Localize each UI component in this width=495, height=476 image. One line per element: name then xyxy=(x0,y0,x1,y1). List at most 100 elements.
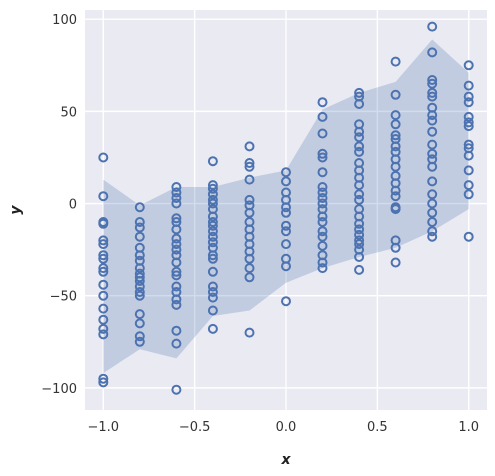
data-point-4-0 xyxy=(244,141,255,152)
x-tick-label-0: −1.0 xyxy=(87,420,119,435)
data-point-0-14 xyxy=(98,323,109,334)
data-point-3-14 xyxy=(207,250,218,261)
data-point-6-4 xyxy=(317,152,328,163)
data-point-4-3 xyxy=(244,174,255,185)
data-point-8-1 xyxy=(390,89,401,100)
data-point-7-7 xyxy=(354,146,365,157)
data-point-9-14 xyxy=(427,176,438,187)
data-point-6-6 xyxy=(317,182,328,192)
data-point-7-16 xyxy=(354,218,365,229)
data-point-7-20 xyxy=(354,239,365,250)
data-point-7-6 xyxy=(354,141,365,152)
data-point-10-7 xyxy=(463,139,474,150)
data-point-1-15 xyxy=(134,318,145,329)
data-point-9-17 xyxy=(427,207,438,218)
data-point-10-6 xyxy=(463,121,474,132)
data-point-3-3 xyxy=(207,189,218,200)
data-point-9-16 xyxy=(427,198,438,209)
data-point-0-15 xyxy=(98,329,109,340)
data-point-3-4 xyxy=(207,194,218,205)
data-point-5-4 xyxy=(281,202,291,213)
data-point-10-10 xyxy=(463,165,474,176)
data-point-9-19 xyxy=(427,226,438,237)
data-point-6-3 xyxy=(317,148,328,159)
data-point-1-10 xyxy=(134,276,145,286)
data-point-9-1 xyxy=(427,47,438,58)
y-tick-label-2: 0 xyxy=(69,198,77,213)
data-point-0-16 xyxy=(98,373,109,384)
data-point-9-15 xyxy=(427,189,438,200)
data-point-6-15 xyxy=(317,240,328,251)
data-point-0-1 xyxy=(98,191,109,202)
data-point-3-15 xyxy=(207,253,218,264)
data-point-9-13 xyxy=(427,161,438,172)
data-point-8-6 xyxy=(390,141,401,152)
data-point-3-20 xyxy=(207,305,218,316)
data-point-3-0 xyxy=(207,156,218,167)
data-point-10-9 xyxy=(463,150,474,161)
data-point-0-12 xyxy=(98,303,109,314)
data-point-10-1 xyxy=(463,80,474,91)
data-point-0-6 xyxy=(98,250,109,261)
data-point-5-6 xyxy=(281,220,291,231)
data-point-7-19 xyxy=(354,235,365,246)
x-tick-label-4: 1.0 xyxy=(458,420,479,435)
data-point-2-11 xyxy=(171,257,182,268)
data-point-7-2 xyxy=(354,99,365,109)
data-point-0-5 xyxy=(98,239,109,250)
data-point-0-8 xyxy=(98,263,109,274)
data-point-8-13 xyxy=(390,191,401,202)
data-point-3-21 xyxy=(207,323,218,334)
data-point-10-12 xyxy=(463,189,474,200)
data-point-0-17 xyxy=(98,377,109,388)
data-point-6-5 xyxy=(317,167,328,178)
data-point-4-6 xyxy=(244,207,255,218)
data-point-10-5 xyxy=(463,117,474,128)
data-point-2-17 xyxy=(171,299,182,310)
data-point-0-7 xyxy=(98,253,109,264)
data-point-2-3 xyxy=(171,198,182,209)
data-point-3-18 xyxy=(207,287,218,297)
data-point-8-0 xyxy=(390,56,401,67)
data-point-1-12 xyxy=(134,287,145,297)
data-point-2-2 xyxy=(171,193,182,203)
data-point-8-4 xyxy=(390,130,401,141)
x-tick-label-2: 0.0 xyxy=(276,420,297,435)
data-point-1-11 xyxy=(134,281,145,292)
data-point-5-11 xyxy=(281,296,291,307)
data-point-10-3 xyxy=(463,97,474,108)
data-point-6-14 xyxy=(317,231,328,242)
data-point-3-17 xyxy=(207,281,218,292)
data-point-1-5 xyxy=(134,250,145,261)
data-point-1-1 xyxy=(134,217,145,227)
data-point-2-20 xyxy=(171,384,182,395)
data-point-8-3 xyxy=(390,119,401,130)
x-axis-ticks: −1.0 −0.5 0.0 0.5 1.0 xyxy=(87,420,479,435)
data-point-9-11 xyxy=(427,148,438,159)
data-point-3-10 xyxy=(207,226,218,237)
y-tick-label-3: 50 xyxy=(60,105,77,120)
data-point-9-4 xyxy=(427,87,438,98)
data-point-1-16 xyxy=(134,331,145,342)
data-point-7-23 xyxy=(354,264,365,275)
data-point-0-3 xyxy=(98,218,109,229)
data-point-10-4 xyxy=(463,111,474,122)
data-point-0-9 xyxy=(98,266,109,277)
data-point-3-5 xyxy=(207,198,218,209)
data-point-2-14 xyxy=(171,281,182,292)
data-point-0-11 xyxy=(98,290,109,301)
data-point-6-17 xyxy=(317,257,328,268)
data-point-10-13 xyxy=(463,231,474,242)
data-point-1-9 xyxy=(134,272,145,283)
data-point-9-9 xyxy=(427,126,438,137)
data-point-8-17 xyxy=(390,242,401,253)
data-point-2-7 xyxy=(171,233,182,244)
data-point-3-7 xyxy=(207,211,218,222)
data-point-4-4 xyxy=(244,194,255,205)
data-point-4-14 xyxy=(244,272,255,283)
data-point-9-5 xyxy=(427,91,438,102)
data-point-3-9 xyxy=(207,220,218,231)
data-point-8-15 xyxy=(390,204,401,215)
data-point-7-11 xyxy=(354,180,365,191)
